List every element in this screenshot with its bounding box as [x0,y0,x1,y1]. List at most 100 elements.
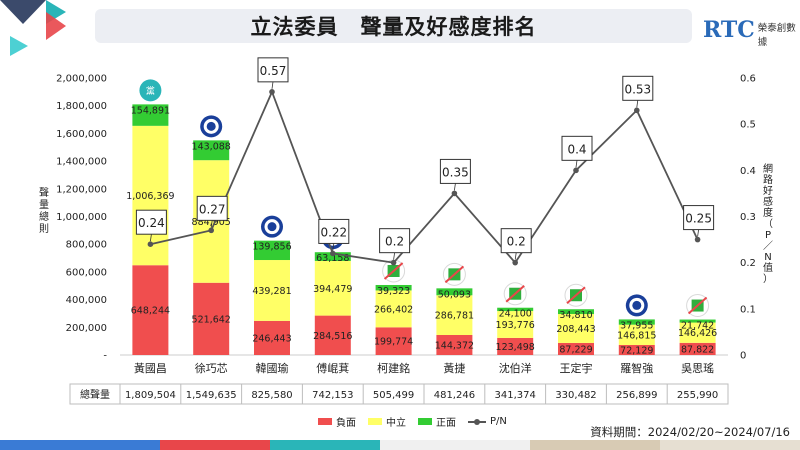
total-value: 255,990 [677,390,718,401]
bar-neutral [436,295,473,336]
label-negative: 648,244 [131,306,170,317]
bar-negative [375,327,412,355]
total-value: 1,809,504 [125,390,176,401]
label-neutral: 193,776 [496,320,535,331]
bar-positive [679,319,716,323]
y-right-tick-label: 0 [740,351,746,362]
y-right-axis-label: P [765,230,771,241]
category-label: 徐巧芯 [195,361,228,375]
pn-label-pointer [697,229,699,237]
pn-point [269,89,275,95]
bar-neutral [558,314,594,343]
label-neutral: 884,905 [192,217,231,228]
y-left-axis-label: 則 [39,223,49,235]
data-period: 資料期間：2024/02/20~2024/07/16 [590,425,790,439]
totals-table [69,383,729,405]
triangle-navy [0,0,46,24]
dpp-icon-stripe [687,296,708,315]
pn-label-box [257,57,289,83]
footer-color-strip [0,440,800,450]
category-label: 傅崐萁 [316,361,349,375]
legend-label: 負面 [336,418,356,429]
dpp-icon-stripe [505,284,525,303]
y-right-tick-label: 0.6 [740,74,756,85]
party-icon [442,262,466,286]
label-neutral: 286,781 [435,311,474,322]
y-right-axis-label: 好 [763,185,773,197]
label-negative: 72,129 [620,346,653,357]
label-negative: 144,372 [435,341,474,352]
y-right-axis-label: 度 [763,206,773,219]
bar-positive [314,252,351,261]
bar-positive [193,140,230,161]
pn-label-pointer [636,100,639,108]
bar-neutral [375,290,412,328]
label-neutral: 146,815 [617,330,656,341]
total-value: 481,246 [434,390,475,401]
y-right-tick-label: 0.3 [740,212,756,223]
brand-letters: RTC [703,17,755,43]
pn-point [390,259,397,266]
pn-label-pointer [514,252,517,260]
legend-label: P/N [490,416,507,427]
kmt-icon-core [632,300,642,310]
y-left-tick-label: 400,000 [66,295,107,306]
tpp-icon-label: 黨 [146,85,155,97]
brand-logo: RTC 榮泰創數據 [703,12,800,48]
label-positive: 39,323 [377,286,410,297]
bar-positive [254,240,290,261]
legend-line-dot [474,418,480,425]
y-left-axis-label: 總 [39,210,49,223]
label-neutral: 394,479 [313,284,352,295]
pn-label: 0.22 [320,225,347,239]
kmt-icon-core [206,121,216,131]
tpp-icon [139,79,162,102]
kmt-icon-core [267,222,277,232]
y-right-axis-label: 路 [763,173,773,186]
legend-line-icon [468,418,486,425]
pn-label-box [622,75,654,101]
bar-positive [558,309,594,315]
legend-item: 負面 [318,414,356,429]
y-left-tick-label: 1,200,000 [56,184,107,195]
total-value: 742,153 [312,390,353,401]
bar-negative [132,265,169,355]
legend-swatch [318,418,332,425]
bar-neutral [314,260,351,316]
bar-neutral [497,311,534,338]
pn-point [573,167,579,174]
total-value: 1,549,635 [186,390,237,401]
pn-point [147,241,154,247]
category-label: 沈伯洋 [499,361,532,375]
pn-label: 0.4 [567,142,586,156]
bar-negative [618,345,655,355]
total-value: 825,580 [251,390,292,401]
pn-label-box [561,135,593,161]
y-left-tick-label: 1,400,000 [56,157,107,168]
pn-label: 0.25 [685,212,712,226]
y-right-axis-label: ） [763,273,773,285]
label-negative: 199,774 [374,337,413,348]
pn-label-box [135,209,167,235]
bar-neutral [679,322,716,343]
legend-label: 正面 [436,418,456,429]
chart-legend: 負面 中立 正面 P/N [318,414,519,429]
pn-label: 0.27 [199,202,226,216]
pn-label-box [500,228,532,254]
party-icon [139,79,162,102]
bar-negative [314,315,351,355]
y-right-tick-label: 0.1 [740,304,756,315]
y-right-axis-label: 網 [763,162,773,175]
label-negative: 521,642 [192,314,231,325]
dpp-icon-stripe [444,265,465,284]
party-icon [686,294,710,318]
category-label: 黃捷 [443,361,465,375]
legend-item: 正面 [418,414,456,429]
pn-label: 0.24 [138,216,165,230]
bar-positive [497,307,534,312]
y-left-axis-label: 聲 [39,186,49,199]
bar-negative [679,342,716,355]
y-left-axis-label: 量 [39,199,49,211]
bar-negative [436,335,473,355]
